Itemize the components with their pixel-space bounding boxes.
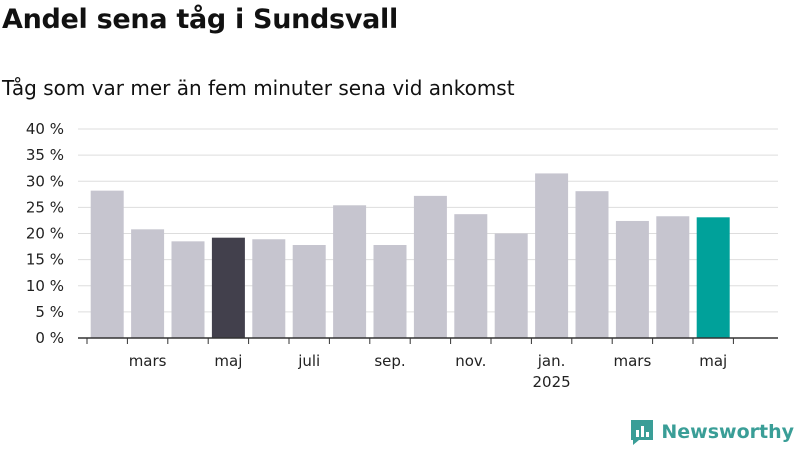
y-tick-label: 10 % [26,277,64,295]
bar [494,233,528,338]
x-tick-label: nov. [455,352,486,370]
x-tick-year-label: 2025 [533,373,571,391]
bar [615,220,649,338]
bar [454,214,488,338]
bar [535,173,569,338]
x-tick-label: mars [129,352,167,370]
x-tick-label: mars [614,352,652,370]
bar [656,216,690,338]
bar [575,191,609,338]
y-tick-label: 35 % [26,146,64,164]
y-tick-label: 0 % [35,329,64,347]
y-tick-label: 5 % [35,303,64,321]
bar [211,237,245,338]
chart-subtitle: Tåg som var mer än fem minuter sena vid … [2,76,515,100]
x-tick-label: maj [214,352,242,370]
x-tick-label: jan. [537,352,566,370]
newsworthy-logo-text: Newsworthy [661,421,794,443]
chart-title: Andel sena tåg i Sundsvall [2,4,398,35]
y-tick-label: 15 % [26,251,64,269]
y-tick-label: 20 % [26,225,64,243]
bar [90,190,124,338]
bar [413,195,447,338]
y-tick-label: 30 % [26,172,64,190]
newsworthy-logo-icon [631,420,654,445]
newsworthy-logo: Newsworthy [629,418,794,446]
bar [171,241,205,338]
bar [252,239,286,338]
bar [333,205,367,338]
bar [131,229,165,338]
x-tick-label: maj [699,352,727,370]
y-tick-label: 25 % [26,198,64,216]
y-tick-label: 40 % [26,120,64,138]
x-tick-label: juli [297,352,320,370]
x-tick-label: sep. [374,352,405,370]
bar [292,244,326,338]
bar [696,217,730,338]
bar [373,244,407,338]
